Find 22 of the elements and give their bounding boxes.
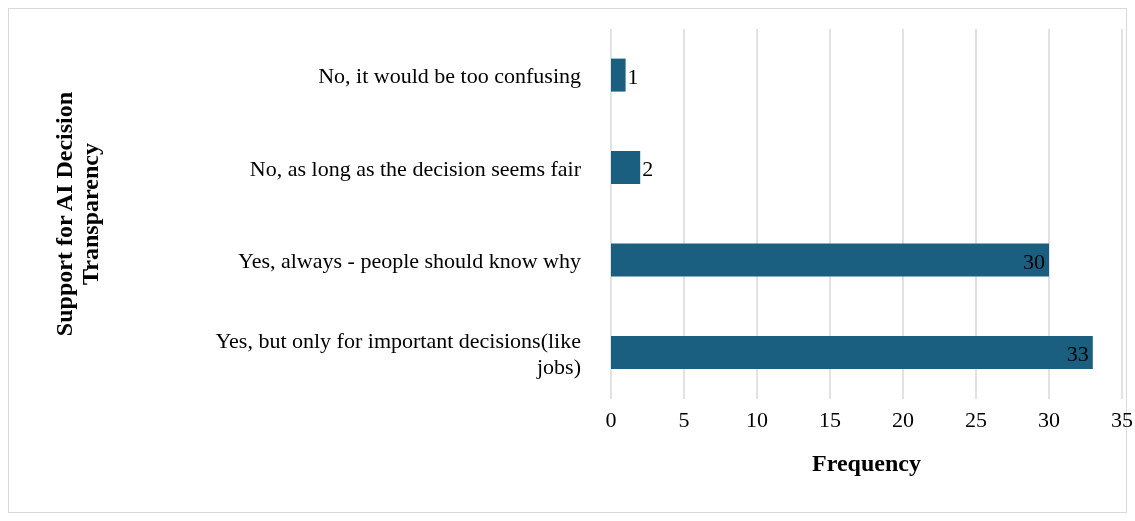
- data-label: 30: [1023, 248, 1045, 274]
- bar: [611, 151, 641, 185]
- x-tick-label: 25: [965, 406, 987, 432]
- x-tick-label: 30: [1038, 406, 1060, 432]
- x-tick-label: 10: [746, 406, 768, 432]
- bar: [611, 243, 1049, 277]
- data-label: 33: [1066, 341, 1089, 367]
- x-tick-label: 15: [819, 406, 841, 432]
- x-axis-title: Frequency: [812, 450, 921, 476]
- y-tick-label: Yes, but only for important decisions(like jobs): [215, 327, 581, 379]
- x-tick-label: 20: [892, 406, 914, 432]
- y-tick-label: Yes, always - people should know why: [237, 247, 581, 273]
- data-label: 1: [627, 63, 639, 89]
- y-tick-label: No, as long as the decision seems fair: [249, 155, 582, 181]
- y-axis-title: Support for AI Decision Transparency: [51, 91, 103, 337]
- bar: [611, 336, 1093, 370]
- y-tick-label: No, it would be too confusing: [318, 62, 581, 88]
- x-tick-label: 0: [605, 406, 617, 432]
- bar: [611, 58, 626, 92]
- x-tick-label: 5: [678, 406, 690, 432]
- data-label: 2: [642, 156, 654, 182]
- x-tick-label: 35: [1111, 406, 1133, 432]
